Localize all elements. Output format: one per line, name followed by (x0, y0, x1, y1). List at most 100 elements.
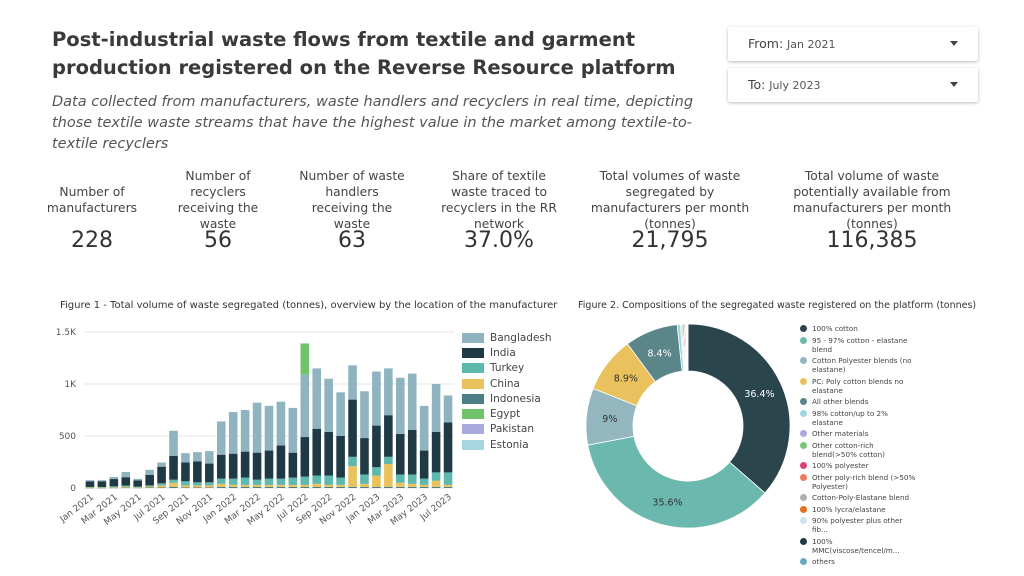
from-date-select[interactable]: From: Jan 2021 (728, 27, 978, 61)
to-date-select[interactable]: To: July 2023 (728, 68, 978, 102)
bar-segment-indonesia[interactable] (384, 486, 393, 488)
bar-segment-indonesia[interactable] (276, 486, 286, 488)
legend-item[interactable]: All other blends (800, 397, 920, 406)
bar-segment-indonesia[interactable] (252, 486, 262, 488)
bar-segment-india[interactable] (384, 415, 393, 457)
bar-segment-china[interactable] (169, 482, 178, 487)
bar-segment-turkey[interactable] (252, 479, 262, 485)
bar-segment-turkey[interactable] (431, 472, 441, 481)
bar-segment-bangladesh[interactable] (360, 391, 369, 439)
bar-segment-bangladesh[interactable] (443, 395, 453, 423)
bar-segment-india[interactable] (85, 481, 95, 487)
bar-segment-bangladesh[interactable] (157, 462, 166, 467)
legend-item[interactable]: Other materials (800, 429, 920, 438)
bar-segment-turkey[interactable] (216, 478, 226, 484)
bar-segment-china[interactable] (240, 484, 250, 487)
bar-segment-china[interactable] (300, 484, 310, 487)
bar-segment-china[interactable] (97, 487, 107, 488)
bar-segment-indonesia[interactable] (169, 486, 178, 488)
bar-segment-turkey[interactable] (133, 486, 143, 488)
bar-segment-indonesia[interactable] (205, 487, 214, 488)
bar-segment-india[interactable] (252, 452, 262, 480)
bar-segment-india[interactable] (395, 433, 405, 475)
bar-segment-bangladesh[interactable] (205, 451, 214, 464)
bar-segment-india[interactable] (300, 437, 310, 477)
bar-segment-bangladesh[interactable] (372, 371, 381, 426)
bar-segment-turkey[interactable] (348, 456, 357, 467)
bar-segment-china[interactable] (205, 485, 214, 488)
bar-segment-turkey[interactable] (324, 475, 333, 485)
bar-segment-turkey[interactable] (121, 485, 131, 487)
bar-segment-turkey[interactable] (264, 478, 274, 485)
bar-segment-india[interactable] (431, 431, 441, 473)
legend-item[interactable]: 100% cotton (800, 324, 920, 333)
bar-segment-turkey[interactable] (419, 478, 429, 485)
legend-item[interactable]: 100% polyester (800, 461, 920, 470)
bar-segment-india[interactable] (312, 428, 322, 476)
bar-segment-india[interactable] (133, 480, 143, 487)
bar-segment-china[interactable] (431, 480, 441, 487)
bar-segment-india[interactable] (157, 466, 166, 484)
legend-item[interactable]: 90% polyester plus other fib... (800, 516, 920, 534)
bar-segment-india[interactable] (181, 462, 190, 482)
bar-segment-india[interactable] (145, 475, 154, 486)
bar-segment-india[interactable] (372, 425, 381, 468)
bar-segment-bangladesh[interactable] (193, 452, 202, 462)
legend-item[interactable]: Cotton-Poly-Elastane blend (800, 493, 920, 502)
bar-segment-turkey[interactable] (395, 474, 405, 483)
bar-segment-bangladesh[interactable] (324, 378, 333, 432)
bar-segment-indonesia[interactable] (372, 486, 381, 488)
bar-segment-india[interactable] (169, 455, 178, 480)
bar-segment-india[interactable] (276, 445, 286, 479)
bar-segment-china[interactable] (228, 484, 238, 487)
bar-segment-bangladesh[interactable] (109, 476, 119, 480)
bar-segment-indonesia[interactable] (431, 486, 441, 488)
bar-segment-china[interactable] (276, 484, 286, 487)
bar-segment-turkey[interactable] (288, 477, 298, 485)
bar-segment-india[interactable] (288, 452, 298, 478)
bar-segment-turkey[interactable] (372, 467, 381, 476)
bar-segment-bangladesh[interactable] (348, 365, 357, 400)
bar-segment-china[interactable] (133, 487, 143, 488)
bar-segment-indonesia[interactable] (193, 487, 202, 488)
bar-segment-china[interactable] (264, 484, 274, 487)
legend-item[interactable]: Cotton Polyester blends (no elastane) (800, 356, 920, 374)
bar-segment-bangladesh[interactable] (181, 453, 190, 463)
bar-segment-indonesia[interactable] (407, 486, 417, 488)
legend-item[interactable]: Pakistan (462, 422, 552, 437)
bar-segment-india[interactable] (264, 450, 274, 479)
bar-segment-indonesia[interactable] (228, 486, 238, 488)
bar-segment-china[interactable] (443, 484, 453, 487)
bar-segment-china[interactable] (252, 484, 262, 487)
bar-segment-bangladesh[interactable] (240, 410, 250, 452)
legend-item[interactable]: 100% MMC(viscose/tencel/m... (800, 537, 920, 555)
bar-segment-turkey[interactable] (312, 475, 322, 484)
bar-segment-indonesia[interactable] (85, 487, 95, 489)
bar-segment-turkey[interactable] (109, 486, 119, 488)
bar-segment-turkey[interactable] (157, 483, 166, 486)
bar-segment-indonesia[interactable] (288, 486, 298, 488)
legend-item[interactable]: Other cotton-rich blend(>50% cotton) (800, 441, 920, 459)
bar-segment-india[interactable] (336, 436, 345, 478)
bar-segment-bangladesh[interactable] (264, 405, 274, 451)
bar-segment-indonesia[interactable] (181, 487, 190, 488)
legend-item[interactable]: Bangladesh (462, 330, 552, 345)
bar-segment-turkey[interactable] (193, 482, 202, 486)
bar-segment-bangladesh[interactable] (97, 480, 107, 482)
bar-segment-turkey[interactable] (205, 482, 214, 486)
chevron-down-icon[interactable] (950, 82, 958, 87)
bar-segment-india[interactable] (193, 461, 202, 483)
bar-segment-bangladesh[interactable] (384, 368, 393, 416)
bar-segment-indonesia[interactable] (419, 486, 429, 488)
bar-segment-india[interactable] (228, 453, 238, 479)
bar-segment-india[interactable] (109, 479, 119, 487)
bar-segment-bangladesh[interactable] (228, 412, 238, 454)
bar-segment-india[interactable] (407, 429, 417, 475)
bar-segment-turkey[interactable] (97, 486, 107, 488)
bar-segment-turkey[interactable] (240, 477, 250, 485)
bar-segment-indonesia[interactable] (133, 487, 143, 489)
bar-segment-indonesia[interactable] (109, 487, 119, 489)
bar-segment-indonesia[interactable] (336, 486, 345, 488)
legend-item[interactable]: India (462, 345, 552, 360)
bar-segment-india[interactable] (348, 399, 357, 457)
